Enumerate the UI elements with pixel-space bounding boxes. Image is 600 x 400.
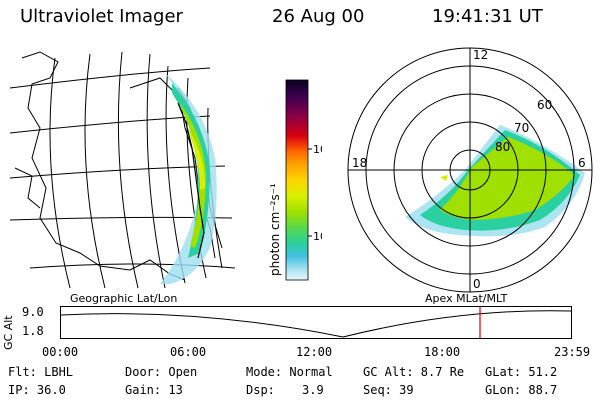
geographic-map bbox=[10, 51, 236, 288]
timeline-xtick-1800: 18:00 bbox=[424, 345, 461, 359]
mlat-label-70: 70 bbox=[514, 121, 529, 135]
mlt-label-12: 12 bbox=[473, 48, 488, 62]
date-label: 26 Aug 00 bbox=[272, 6, 365, 27]
apex-label: Apex MLat/MLT bbox=[425, 292, 508, 305]
filter-info: Flt: LBHL bbox=[8, 365, 74, 379]
dsp-label: Dsp: bbox=[246, 383, 275, 397]
colorbar-gradient bbox=[285, 79, 309, 281]
timeline-ytick-1-8: 1.8 bbox=[22, 324, 44, 338]
timeline-xtick-0600: 06:00 bbox=[170, 345, 207, 359]
mlat-label-60: 60 bbox=[537, 98, 552, 112]
glat-info: GLat: 51.2 bbox=[485, 365, 558, 379]
timeline-ylabel: GC Alt bbox=[2, 315, 15, 350]
timeline-frame bbox=[60, 306, 572, 339]
gc-alt-info: GC Alt: 8.7 Re bbox=[363, 365, 465, 379]
mlt-label-0: 0 bbox=[473, 277, 481, 291]
mlat-label-80: 80 bbox=[495, 140, 510, 154]
timeline-ytick-9: 9.0 bbox=[22, 305, 44, 319]
instrument-title: Ultraviolet Imager bbox=[20, 6, 183, 27]
timeline-plot bbox=[60, 306, 572, 339]
polar-emission bbox=[405, 125, 585, 237]
altitude-curve bbox=[60, 310, 572, 338]
dsp-value: 3.9 bbox=[302, 383, 324, 397]
gain-info: Gain: 13 bbox=[125, 383, 183, 397]
timeline-xtick-2359: 23:59 bbox=[554, 345, 591, 359]
door-info: Door: Open bbox=[125, 365, 198, 379]
mode-info: Mode: Normal bbox=[246, 365, 333, 379]
geographic-label: Geographic Lat/Lon bbox=[70, 292, 178, 305]
colorbar-unit-label: photon cm⁻²s⁻¹ bbox=[268, 183, 282, 276]
colorbar: 100 10 photon cm⁻²s⁻¹ bbox=[268, 79, 322, 281]
seq-info: Seq: 39 bbox=[363, 383, 414, 397]
colorbar-tick-100: 100 bbox=[313, 143, 322, 156]
ip-info: IP: 36.0 bbox=[8, 383, 66, 397]
glon-info: GLon: 88.7 bbox=[485, 383, 558, 397]
time-label: 19:41:31 UT bbox=[432, 6, 543, 27]
mlt-label-6: 6 bbox=[578, 156, 586, 170]
mlt-label-18: 18 bbox=[352, 156, 367, 170]
polar-grid bbox=[347, 47, 593, 293]
colorbar-tick-10: 10 bbox=[313, 230, 322, 243]
timeline-xtick-0000: 00:00 bbox=[42, 345, 79, 359]
polar-plot: 12 18 6 0 60 70 80 bbox=[347, 47, 593, 293]
timeline-xtick-1200: 12:00 bbox=[296, 345, 333, 359]
